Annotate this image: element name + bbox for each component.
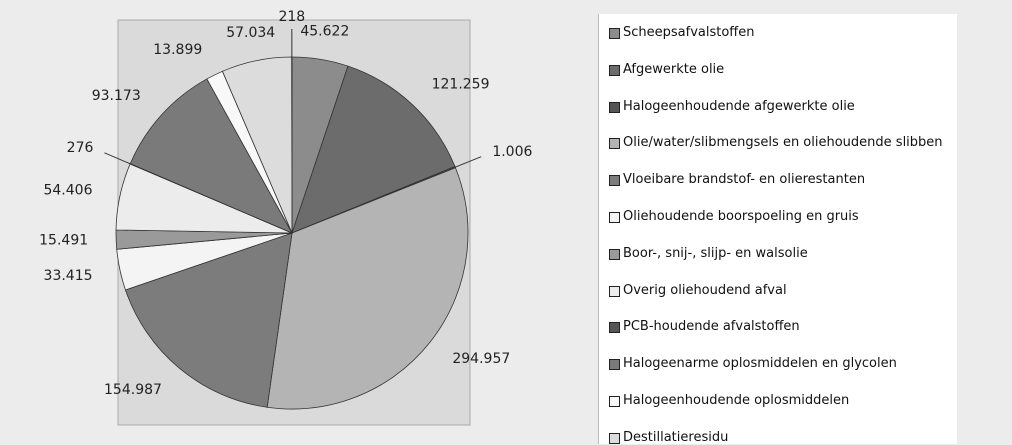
- legend-label: Scheepsafvalstoffen: [623, 26, 755, 39]
- legend-label: Halogeenhoudende afgewerkte olie: [623, 100, 855, 113]
- legend-swatch: [609, 28, 620, 39]
- legend-swatch: [609, 138, 620, 149]
- legend-item: Oliehoudende boorspoeling en gruis: [609, 210, 954, 223]
- legend-item: PCB-houdende afvalstoffen: [609, 320, 954, 333]
- data-label: 218: [278, 9, 305, 25]
- legend-label: Olie/water/slibmengsels en oliehoudende …: [623, 136, 943, 149]
- data-label: 276: [67, 140, 94, 156]
- legend-item: Halogeenhoudende afgewerkte olie: [609, 100, 954, 113]
- legend-swatch: [609, 65, 620, 76]
- data-label: 57.034: [226, 25, 275, 41]
- legend-item: Scheepsafvalstoffen: [609, 26, 954, 39]
- legend-swatch: [609, 359, 620, 370]
- data-label: 1.006: [492, 144, 532, 160]
- legend-label: PCB-houdende afvalstoffen: [623, 320, 800, 333]
- data-label: 154.987: [104, 382, 162, 398]
- legend-item: Destillatieresidu: [609, 431, 954, 444]
- legend-label: Overig oliehoudend afval: [623, 284, 787, 297]
- data-label: 15.491: [39, 233, 88, 249]
- legend-swatch: [609, 286, 620, 297]
- legend-item: Olie/water/slibmengsels en oliehoudende …: [609, 136, 954, 149]
- legend-label: Afgewerkte olie: [623, 63, 724, 76]
- legend-item: Boor-, snij-, slijp- en walsolie: [609, 247, 954, 260]
- legend-label: Oliehoudende boorspoeling en gruis: [623, 210, 859, 223]
- data-label: 13.899: [153, 42, 202, 58]
- legend-label: Halogeenarme oplosmiddelen en glycolen: [623, 357, 897, 370]
- legend-swatch: [609, 433, 620, 444]
- legend-item: Halogeenhoudende oplosmiddelen: [609, 394, 954, 407]
- legend-item: Overig oliehoudend afval: [609, 284, 954, 297]
- legend-swatch: [609, 249, 620, 260]
- legend-swatch: [609, 175, 620, 186]
- legend-label: Boor-, snij-, slijp- en walsolie: [623, 247, 808, 260]
- legend-label: Halogeenhoudende oplosmiddelen: [623, 394, 849, 407]
- legend: Scheepsafvalstoffen Afgewerkte olie Haloge…: [598, 14, 957, 444]
- data-label: 121.259: [432, 76, 490, 92]
- legend-swatch: [609, 322, 620, 333]
- data-label: 294.957: [452, 351, 510, 367]
- data-label: 54.406: [43, 182, 92, 198]
- legend-label: Vloeibare brandstof- en olierestanten: [623, 173, 865, 186]
- legend-swatch: [609, 102, 620, 113]
- legend-swatch: [609, 212, 620, 223]
- data-label: 93.173: [92, 88, 141, 104]
- data-label: 33.415: [44, 268, 93, 284]
- legend-label: Destillatieresidu: [623, 431, 728, 444]
- legend-item: Afgewerkte olie: [609, 63, 954, 76]
- legend-item: Vloeibare brandstof- en olierestanten: [609, 173, 954, 186]
- legend-swatch: [609, 396, 620, 407]
- data-label: 45.622: [300, 24, 349, 40]
- legend-item: Halogeenarme oplosmiddelen en glycolen: [609, 357, 954, 370]
